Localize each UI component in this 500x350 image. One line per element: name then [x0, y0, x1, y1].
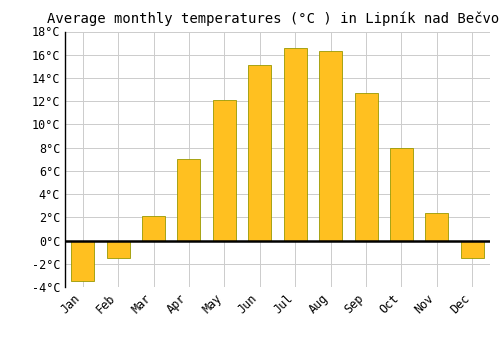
Bar: [284, 48, 306, 240]
Bar: [213, 100, 236, 240]
Bar: [142, 216, 165, 240]
Bar: [178, 159, 201, 240]
Bar: [461, 240, 484, 258]
Bar: [426, 213, 448, 240]
Bar: [71, 240, 94, 281]
Bar: [319, 51, 342, 240]
Bar: [354, 93, 378, 240]
Bar: [106, 240, 130, 258]
Bar: [390, 148, 413, 240]
Bar: [248, 65, 272, 240]
Title: Average monthly temperatures (°C ) in Lipník nad Bečvou: Average monthly temperatures (°C ) in Li…: [47, 12, 500, 26]
